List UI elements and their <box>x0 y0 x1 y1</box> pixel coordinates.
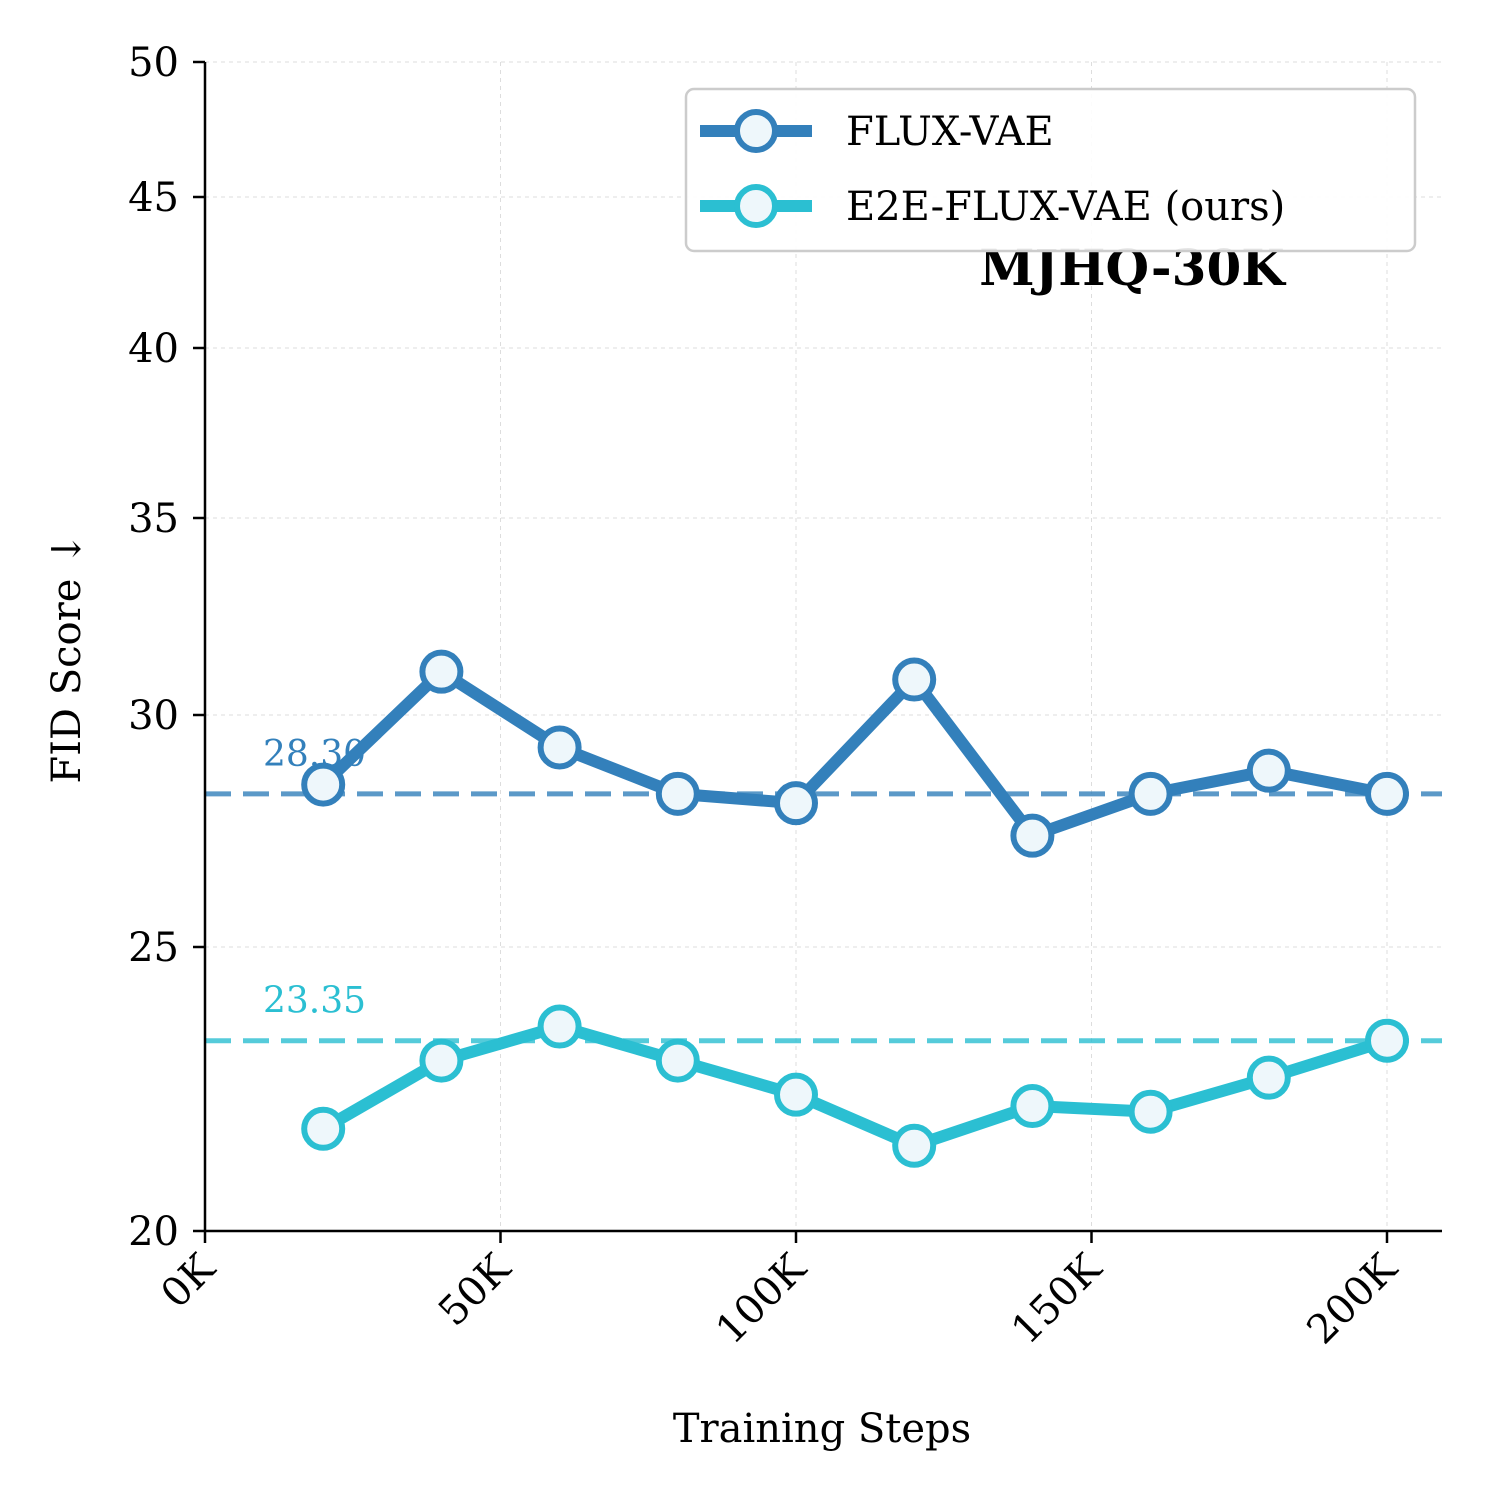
data-point <box>1128 1089 1173 1134</box>
y-tick-label: 35 <box>128 496 179 542</box>
data-point <box>892 1123 937 1168</box>
y-axis-label: FID Score ↓ <box>44 532 90 783</box>
series-group <box>301 649 1409 858</box>
series-line <box>317 665 1393 842</box>
data-point <box>537 725 582 770</box>
series-line <box>317 1020 1393 1152</box>
y-tick-label: 25 <box>128 925 179 971</box>
data-point <box>1010 813 1055 858</box>
data-point <box>301 762 346 807</box>
data-point <box>655 1038 700 1083</box>
x-axis-label: Training Steps <box>673 1406 971 1452</box>
legend: FLUX-VAE E2E-FLUX-VAE (ours) <box>684 87 1417 253</box>
data-point <box>1365 771 1409 816</box>
data-point <box>1128 771 1173 816</box>
y-tick-label: 50 <box>128 40 179 86</box>
series <box>301 649 1409 1168</box>
y-tick-label: 40 <box>128 326 179 372</box>
legend-swatch-marker <box>734 184 778 228</box>
y-tick-label: 30 <box>128 693 179 739</box>
x-tick-label: 150K <box>1003 1245 1111 1353</box>
x-tick-label: 200K <box>1298 1245 1406 1353</box>
legend-box <box>684 87 1417 253</box>
data-point <box>301 1106 346 1151</box>
data-point <box>1365 1018 1409 1063</box>
data-point <box>774 1072 818 1117</box>
legend-label: FLUX-VAE <box>846 109 1054 155</box>
legend-swatch-marker <box>734 109 778 153</box>
data-point <box>537 1004 582 1049</box>
data-point <box>655 771 700 816</box>
data-point <box>419 1038 464 1083</box>
data-point <box>1246 1055 1291 1100</box>
x-tick-label: 100K <box>707 1245 815 1353</box>
data-point <box>774 781 818 826</box>
y-tick-label: 20 <box>128 1209 179 1255</box>
data-point <box>1246 748 1291 793</box>
data-point <box>1010 1084 1055 1129</box>
x-tick-label: 50K <box>430 1245 520 1335</box>
series-group <box>301 1004 1409 1168</box>
grid <box>205 61 1442 1231</box>
y-tick-label: 45 <box>128 175 179 221</box>
reference-label: 23.35 <box>263 981 366 1022</box>
legend-label: E2E-FLUX-VAE (ours) <box>846 184 1285 230</box>
data-point <box>892 657 937 702</box>
x-tick-label: 0K <box>152 1245 224 1317</box>
data-point <box>419 649 464 694</box>
